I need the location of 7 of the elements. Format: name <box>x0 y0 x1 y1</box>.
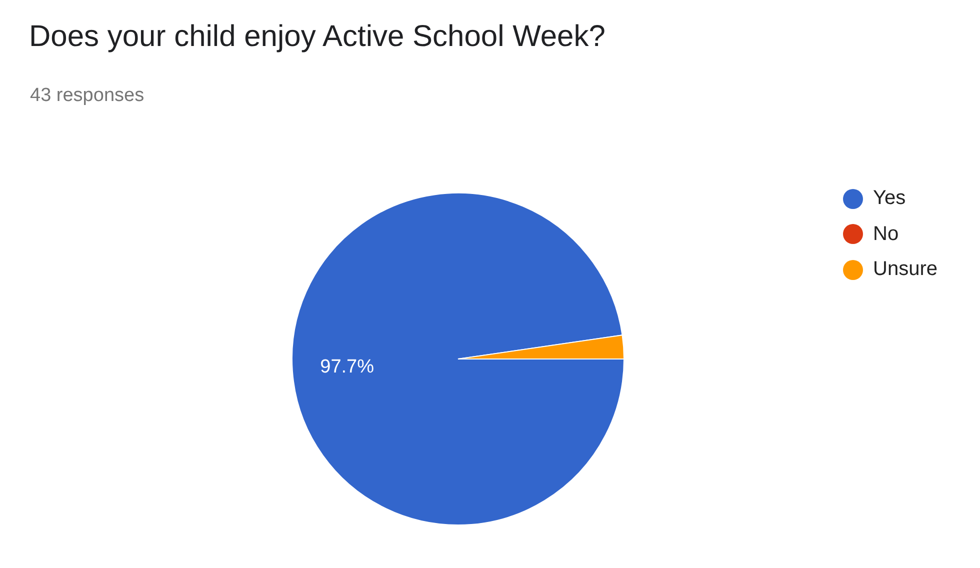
chart-title: Does your child enjoy Active School Week? <box>29 20 606 54</box>
text: 43 responses <box>30 85 144 107</box>
legend-label: Yes <box>873 187 906 210</box>
pie-slice <box>292 192 624 526</box>
legend-label: Unsure <box>873 258 938 282</box>
legend-label: No <box>873 222 899 246</box>
data-label: 97.7% <box>320 356 374 378</box>
